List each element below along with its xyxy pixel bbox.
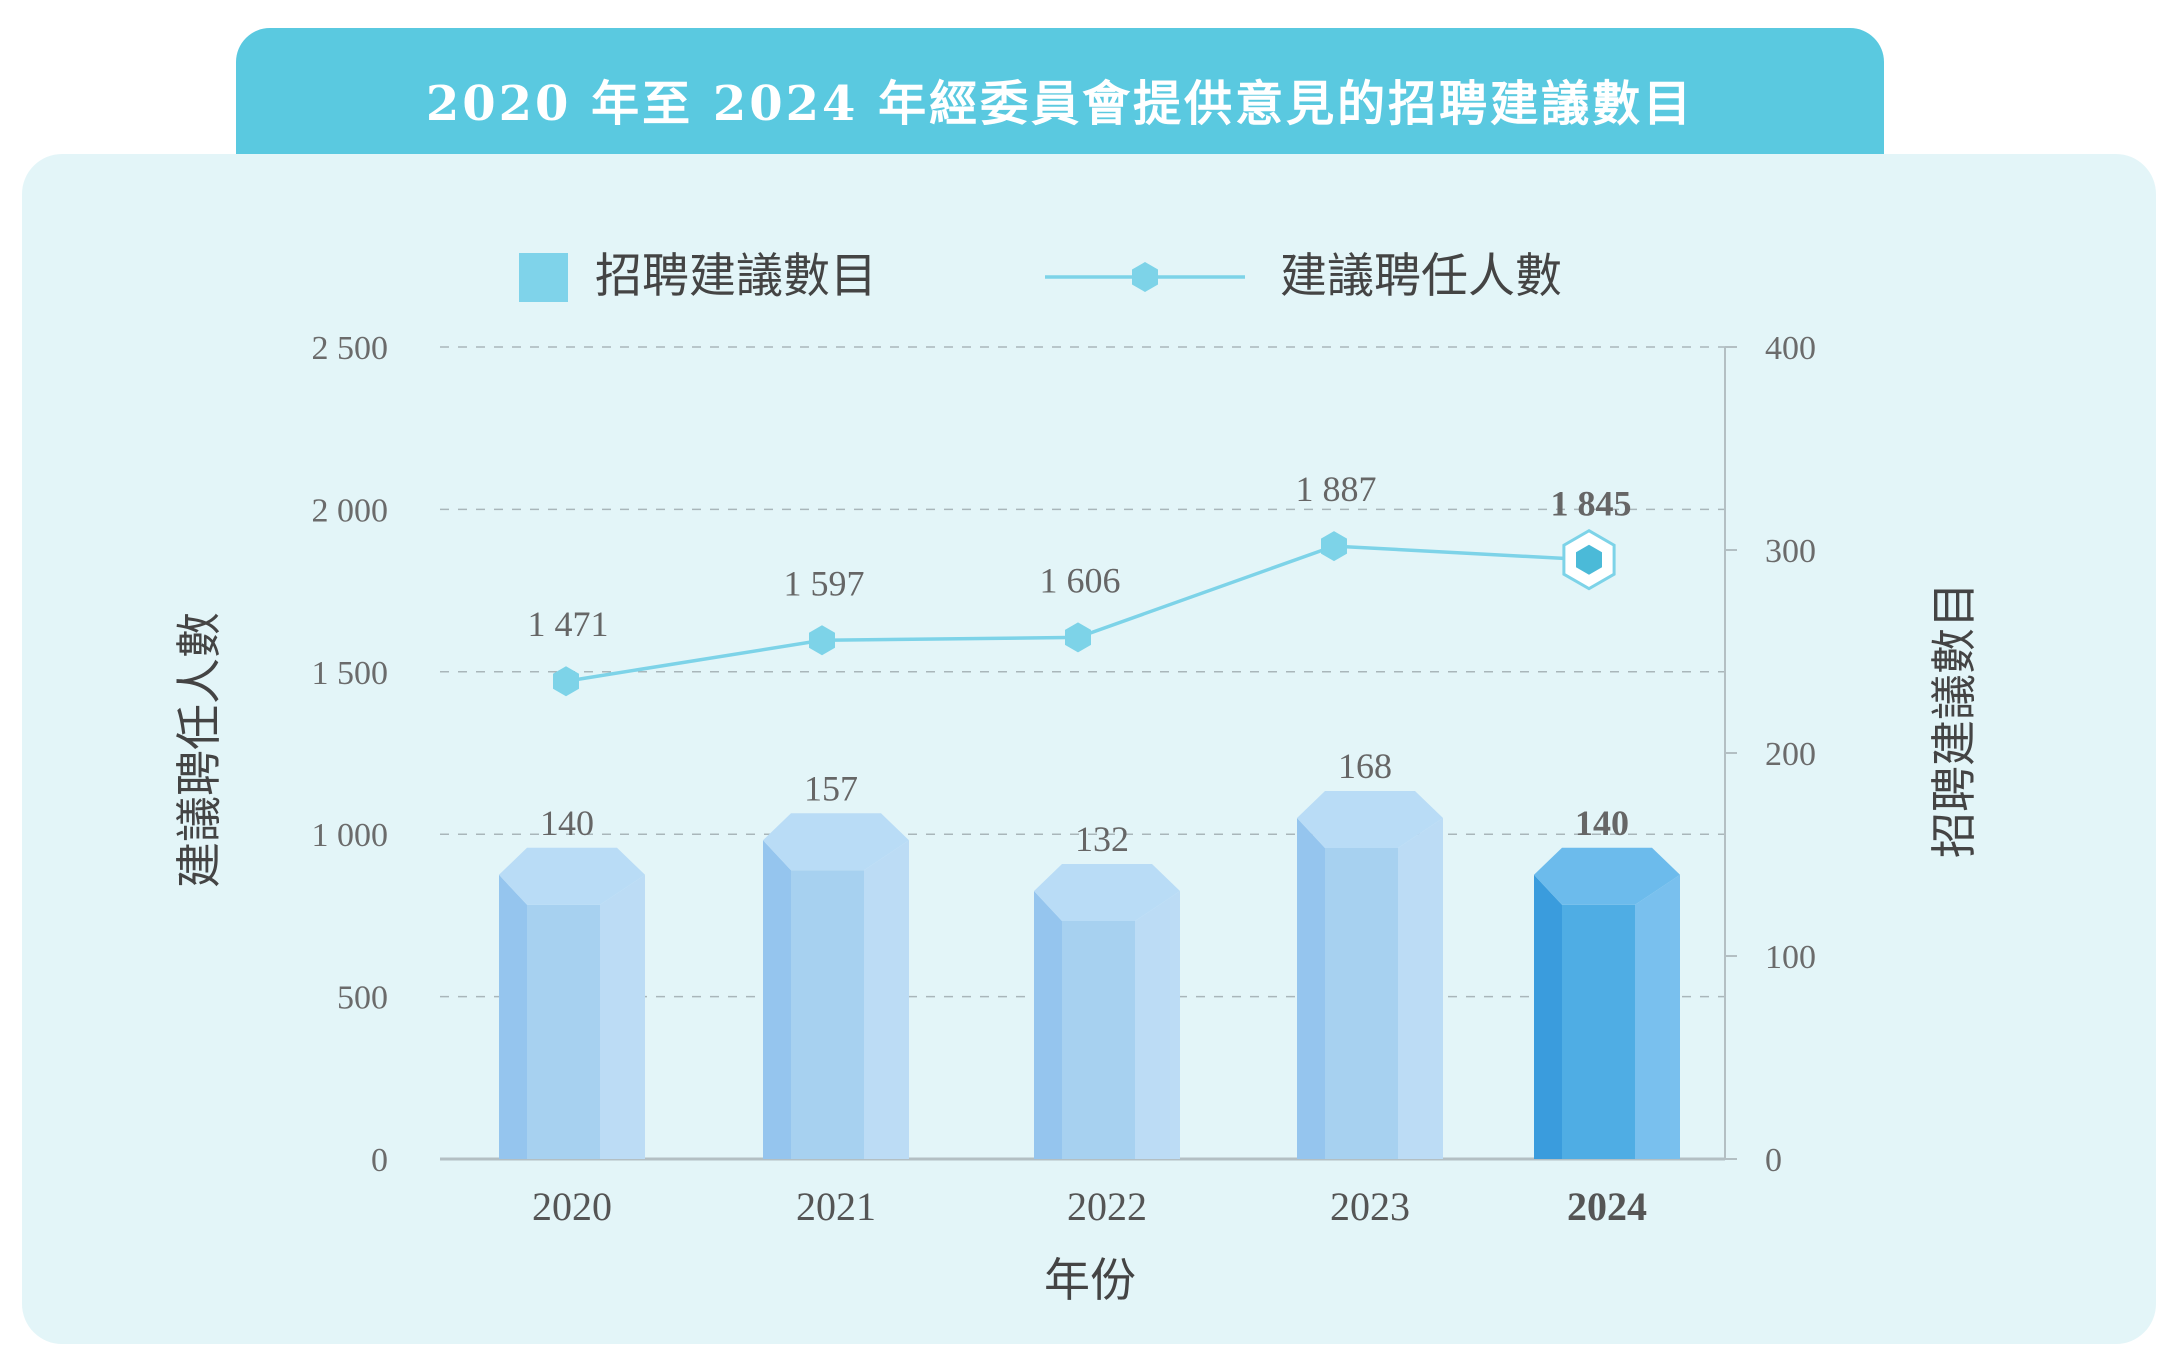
bar-series xyxy=(499,790,1680,1159)
bar-data-label: 132 xyxy=(1075,819,1129,859)
bar-front-face xyxy=(527,904,600,1159)
bar-top-face xyxy=(1297,790,1443,848)
left-axis-tick-label: 1 000 xyxy=(312,817,389,854)
gridlines xyxy=(440,346,1725,998)
line-point xyxy=(553,666,579,697)
bar-2023 xyxy=(1297,790,1443,1159)
bar-right-face xyxy=(600,874,645,1159)
line-series xyxy=(553,528,1616,697)
left-axis-tick-label: 1 500 xyxy=(312,655,389,692)
bar-top-face xyxy=(763,813,909,871)
right-axis-tick-label: 200 xyxy=(1765,736,1816,773)
bar-data-label: 140 xyxy=(1575,803,1629,843)
legend-swatch-bar xyxy=(519,253,568,302)
line-data-label: 1 606 xyxy=(1040,560,1121,600)
axes: 0 500 1 000 1 500 2 000 2 500 0 100 200 300 400 202… xyxy=(312,330,1817,1229)
bar-2020 xyxy=(499,847,645,1159)
bar-left-face xyxy=(1034,891,1062,1159)
bar-left-face xyxy=(763,840,791,1159)
x-axis-title: 年份 xyxy=(1044,1253,1136,1307)
right-axis-tick-label: 400 xyxy=(1765,330,1816,367)
bar-left-face xyxy=(499,874,527,1159)
bar-left-face xyxy=(1297,817,1325,1159)
bar-data-label: 168 xyxy=(1338,746,1392,786)
bar-front-face xyxy=(1562,904,1635,1159)
x-axis-tick-label: 2020 xyxy=(532,1184,612,1229)
x-axis-tick-label: 2023 xyxy=(1330,1184,1410,1229)
bar-right-face xyxy=(1635,874,1680,1159)
bar-top-face xyxy=(1034,864,1180,922)
bar-2021 xyxy=(763,813,909,1159)
line-data-label: 1 597 xyxy=(784,563,865,603)
legend-swatch-marker xyxy=(1132,262,1158,292)
x-axis-tick-label: 2021 xyxy=(796,1184,876,1229)
bar-right-face xyxy=(1398,817,1443,1159)
line-data-label: 1 845 xyxy=(1551,484,1632,524)
right-axis-tick-label: 300 xyxy=(1765,533,1816,570)
bar-data-label: 140 xyxy=(540,803,594,843)
left-axis-tick-label: 2 500 xyxy=(312,330,389,367)
right-axis-tick-label: 100 xyxy=(1765,939,1816,976)
bar-2022 xyxy=(1034,864,1180,1159)
bar-top-face xyxy=(499,847,645,905)
left-axis-tick-label: 500 xyxy=(337,980,388,1017)
legend-label-line: 建議聘任人數 xyxy=(1280,249,1562,304)
bar-data-label: 157 xyxy=(804,768,858,808)
bar-right-face xyxy=(1135,891,1180,1159)
chart-title: 2020 年至 2024 年經委員會提供意見的招聘建議數目 xyxy=(425,76,1695,132)
left-axis-tick-label: 0 xyxy=(371,1142,388,1179)
line-point xyxy=(1321,531,1347,562)
bar-2024 xyxy=(1534,847,1680,1159)
bar-left-face xyxy=(1534,874,1562,1159)
line-point xyxy=(809,625,835,656)
line-data-label: 1 471 xyxy=(528,604,609,644)
line-point xyxy=(1065,622,1091,653)
bar-front-face xyxy=(791,870,864,1159)
legend-label-bar: 招聘建議數目 xyxy=(595,249,877,304)
bar-front-face xyxy=(1062,921,1135,1159)
right-axis-tick-label: 0 xyxy=(1765,1142,1782,1179)
chart-title-banner: 2020 年至 2024 年經委員會提供意見的招聘建議數目 xyxy=(236,28,1884,154)
bar-top-face xyxy=(1534,847,1680,905)
right-axis-title: 招聘建議數目 xyxy=(1927,582,1981,858)
line-point xyxy=(1576,544,1602,575)
bar-front-face xyxy=(1325,847,1398,1159)
left-axis-tick-label: 2 000 xyxy=(312,492,389,529)
legend: 招聘建議數目 建議聘任人數 xyxy=(519,249,1562,304)
left-axis-title: 建議聘任人數 xyxy=(172,612,226,888)
x-axis-tick-label: 2024 xyxy=(1567,1184,1647,1229)
bar-right-face xyxy=(864,840,909,1159)
line-data-label: 1 887 xyxy=(1296,469,1377,509)
x-axis-tick-label: 2022 xyxy=(1067,1184,1147,1229)
